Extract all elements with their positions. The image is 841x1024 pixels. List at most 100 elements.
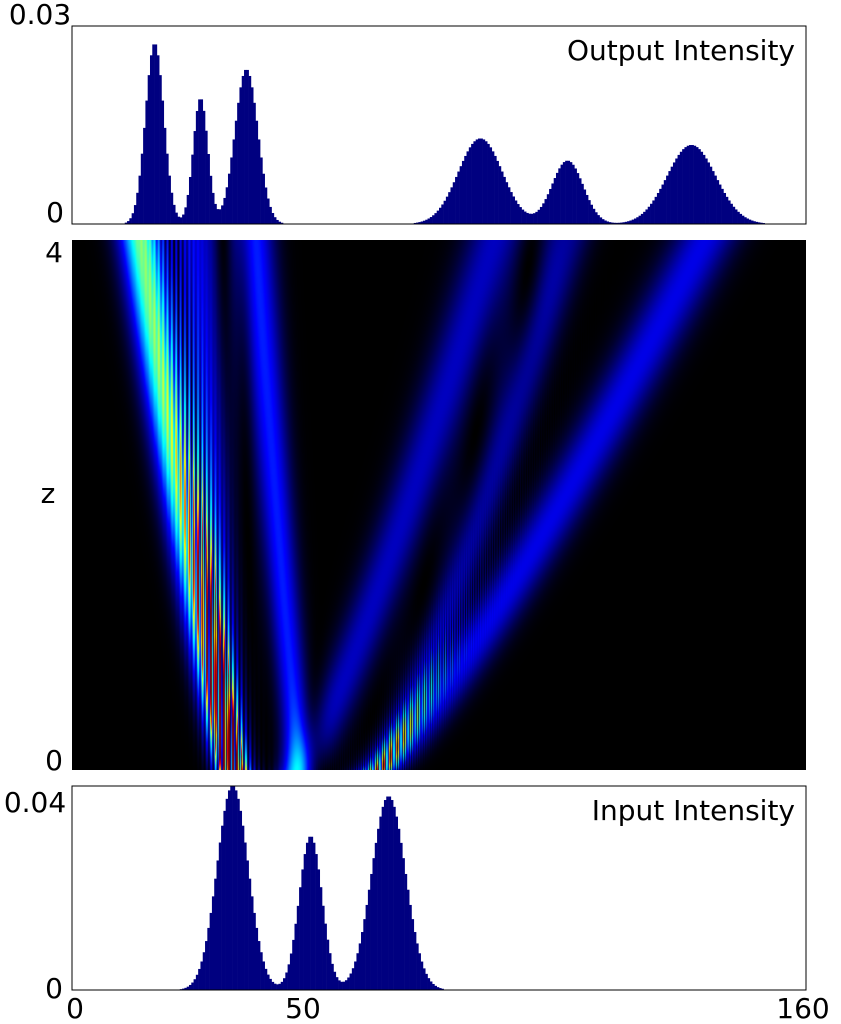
input-bar (289, 953, 293, 990)
input-bar (283, 978, 286, 990)
input-bar (262, 961, 265, 990)
output-bar (533, 213, 536, 224)
input-bar (305, 842, 309, 990)
output-bar (461, 160, 465, 224)
output-bar (168, 175, 171, 224)
input-bar (276, 984, 279, 990)
output-bar (599, 217, 603, 224)
output-bar (418, 222, 421, 224)
output-bar (578, 178, 582, 224)
input-bar (301, 869, 304, 990)
output-bar (200, 99, 204, 224)
output-bar (191, 154, 194, 224)
input-bar (409, 904, 412, 990)
input-bar (347, 977, 350, 990)
input-bar (404, 873, 408, 990)
input-bars (179, 786, 444, 990)
input-bar (230, 786, 233, 990)
output-bar (230, 157, 233, 224)
output-bar (732, 206, 736, 224)
output-bar (273, 217, 277, 224)
output-bar (166, 153, 169, 224)
output-bar (620, 222, 623, 224)
input-bar (244, 842, 247, 990)
input-bar (365, 904, 369, 990)
output-bar (672, 162, 676, 224)
output-bar (565, 160, 568, 224)
output-bar (255, 120, 259, 224)
output-bar (156, 55, 160, 225)
output-bar (260, 157, 263, 224)
output-bar (209, 175, 213, 224)
output-bar (207, 154, 210, 224)
input-bar (188, 984, 192, 990)
output-bar (434, 213, 437, 224)
output-bar (253, 102, 256, 224)
output-bar (622, 222, 626, 224)
output-bar (633, 218, 637, 224)
input-bar (246, 860, 249, 990)
output-bar (477, 138, 481, 224)
output-bar (225, 187, 229, 224)
input-ytick-min: 0 (45, 972, 63, 1005)
output-bar (250, 87, 254, 224)
output-bar (138, 175, 142, 224)
output-bar (266, 198, 270, 224)
output-title: Output Intensity (567, 34, 795, 67)
input-title: Input Intensity (592, 794, 795, 827)
output-bar (588, 200, 591, 224)
output-bar (576, 173, 580, 224)
input-bar (216, 860, 220, 990)
output-bar (432, 215, 435, 224)
xtick-label-160: 160 (776, 992, 829, 1024)
input-bar (416, 943, 419, 990)
output-bar (441, 204, 444, 224)
input-bar (317, 869, 321, 990)
input-bar (402, 858, 405, 990)
input-bar (361, 932, 364, 990)
output-bar (611, 222, 614, 224)
output-bar (241, 75, 245, 224)
input-bar (285, 972, 288, 990)
output-bar (558, 168, 561, 224)
output-bar (422, 220, 426, 224)
input-bar (388, 796, 392, 990)
output-bar (549, 188, 552, 224)
output-bar (496, 160, 499, 224)
output-bar (615, 222, 619, 224)
input-bar (241, 825, 245, 990)
input-bar (400, 842, 403, 990)
output-bar (427, 218, 431, 224)
output-bar (650, 203, 653, 224)
output-bar (555, 172, 559, 224)
input-bar (287, 964, 291, 990)
output-bar (466, 151, 470, 224)
input-bar (340, 981, 343, 990)
input-bar (344, 980, 348, 990)
output-bar (597, 215, 600, 224)
input-bar (315, 854, 318, 990)
input-bar (257, 941, 261, 990)
output-bar (133, 205, 137, 224)
input-bar (191, 982, 194, 990)
output-bar (723, 192, 727, 224)
input-bar (193, 979, 197, 990)
output-bar (480, 138, 483, 224)
output-bar (741, 215, 745, 224)
input-bar (363, 919, 366, 990)
heatmap-ytick-max: 4 (45, 236, 63, 269)
output-bar (519, 207, 522, 224)
output-bar (248, 75, 252, 224)
input-bar (312, 842, 316, 990)
input-bar (260, 952, 263, 990)
input-bar (372, 858, 376, 990)
output-bar (516, 204, 520, 224)
output-bar (682, 149, 685, 224)
input-bar (328, 953, 332, 990)
output-bar (188, 176, 192, 224)
output-bar (581, 183, 584, 224)
heatmap-canvas (72, 240, 806, 770)
input-bar (434, 985, 437, 990)
output-bar (537, 209, 541, 224)
